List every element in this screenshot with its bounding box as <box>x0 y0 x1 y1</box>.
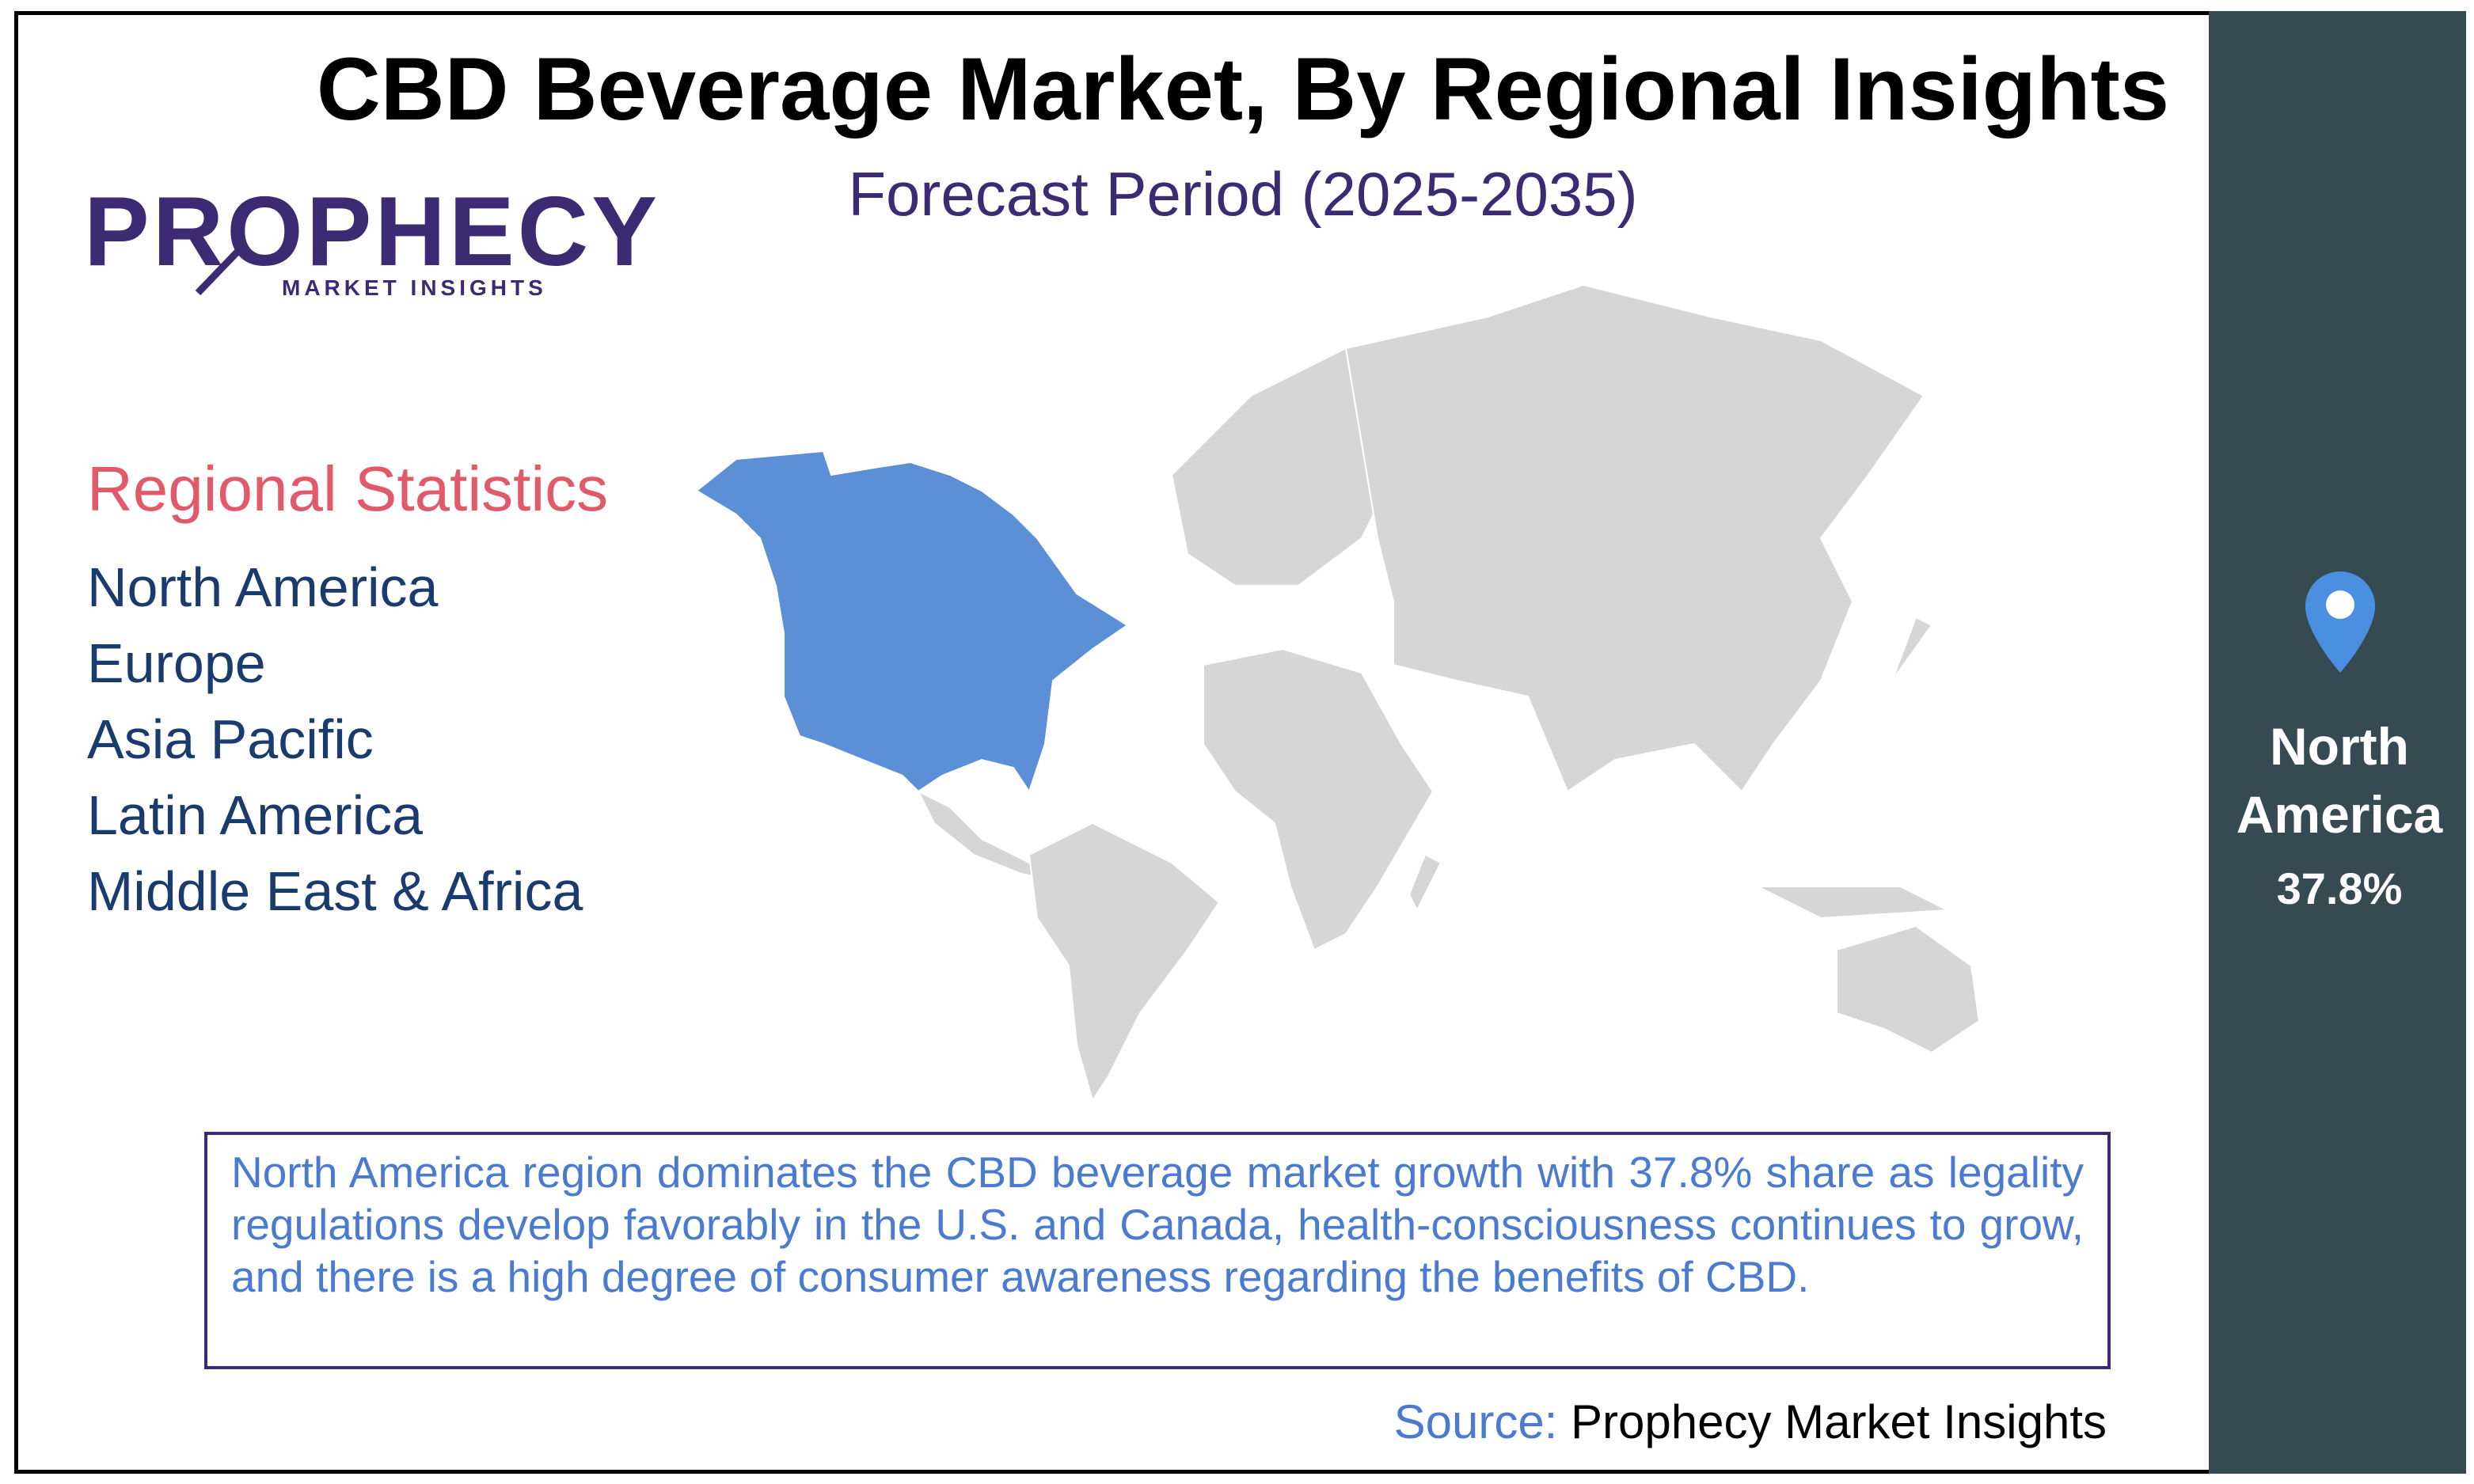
logo-icon <box>195 249 241 296</box>
japan <box>1891 616 1933 681</box>
north-america <box>695 450 1129 794</box>
region: Asia Pacific <box>87 708 374 770</box>
region: Europe <box>87 632 266 694</box>
australia <box>1836 924 1981 1054</box>
south-america <box>1028 822 1221 1103</box>
location-pin <box>2305 571 2375 673</box>
highlight-region: North America <box>2236 717 2443 844</box>
region: Middle East & Africa <box>87 860 583 922</box>
indonesia <box>1757 886 1951 920</box>
summary-box: North America region dominates the CBD b… <box>204 1132 2111 1369</box>
logo-name: PROPHECY <box>84 177 660 287</box>
subtitle: Forecast Period (2025-2035) <box>848 159 1638 229</box>
logo-tagline: MARKET INSIGHTS <box>282 275 547 300</box>
stats-heading: Regional Statistics <box>87 454 609 524</box>
region: Latin America <box>87 784 424 846</box>
region: North America <box>87 556 439 618</box>
central-america <box>916 789 1048 880</box>
africa <box>1203 647 1435 951</box>
asia <box>1344 283 1925 793</box>
highlight-share: 37.8% <box>2276 863 2403 913</box>
source-label: Source: <box>1393 1395 1558 1448</box>
madagascar <box>1408 853 1442 913</box>
source-text: Prophecy Market Insights <box>1571 1395 2107 1448</box>
source: Source: Prophecy Market Insights <box>1394 1395 2107 1449</box>
side-panel <box>2209 11 2466 1474</box>
title: CBD Beverage Market, By Regional Insight… <box>316 40 2170 139</box>
